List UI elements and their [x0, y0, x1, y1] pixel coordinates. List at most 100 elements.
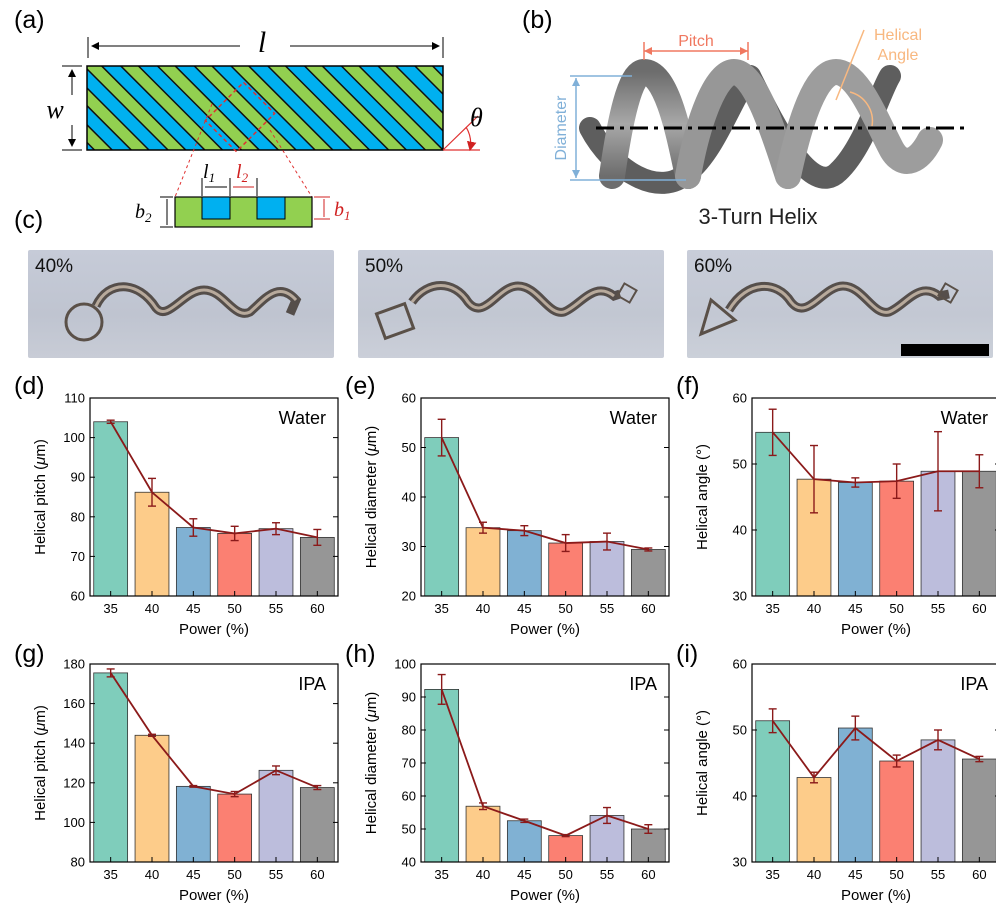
bar-i-55: [920, 739, 956, 863]
error-bar-h-60: [644, 824, 653, 834]
ytick-label: 140: [63, 736, 85, 751]
bar-g-55: [258, 769, 294, 863]
error-bar-d-50: [230, 525, 239, 542]
angle-symbol: θ: [470, 103, 483, 132]
plot-frame-f: [751, 397, 996, 597]
bar-g-60: [299, 787, 335, 863]
panel-label-e: (e): [345, 372, 376, 400]
chart-i: 30 40 50 60 35 40 45 50 55 60 Power (%) Helical ang…: [692, 656, 996, 904]
chart-g: 80 100 120 140 160 180 35 40 45 50 55 60 Power (%) He…: [30, 656, 350, 904]
error-bar-h-45: [520, 818, 529, 824]
chart-d: 60 70 80 90 100 110 35 40 45 50 55 60 Power (%) Helic…: [30, 390, 350, 640]
x-axis-label: Power (%): [179, 887, 249, 903]
error-bar-e-55: [603, 532, 611, 551]
photo-40-label: 40%: [35, 256, 74, 277]
bar-h-45: [506, 820, 542, 863]
chart-f-svg: 30 40 50 60 35 40 45 50 55 60 Power (%) Helical ang…: [694, 391, 996, 638]
ytick-label: 60: [402, 391, 416, 406]
ytick-label: 160: [63, 696, 85, 711]
y-axis-label: Helical angle (°): [694, 710, 711, 816]
b2-label: b2: [135, 201, 152, 225]
panel-label-i: (i): [676, 640, 699, 668]
xtick-label: 45: [517, 867, 531, 882]
ytick-label: 50: [402, 440, 416, 455]
ytick-label: 50: [733, 457, 747, 472]
plot-frame-g: [89, 663, 339, 863]
xtick-label: 40: [145, 867, 159, 882]
bar-f-60: [961, 470, 996, 597]
ytick-label: 50: [402, 822, 416, 837]
error-bar-g-50: [230, 790, 239, 798]
ytick-label: 120: [63, 775, 85, 790]
ytick-label: 180: [63, 657, 85, 672]
ytick-label: 30: [733, 855, 747, 870]
xtick-label: 35: [434, 867, 448, 882]
xtick-label: 45: [186, 601, 200, 616]
xtick-label: 60: [310, 867, 324, 882]
xtick-label: 60: [310, 601, 324, 616]
trend-line-i: [771, 720, 980, 779]
panel-label-g: (g): [14, 640, 45, 668]
error-bar-f-50: [892, 463, 901, 500]
error-bar-f-35: [768, 408, 777, 457]
error-bar-h-35: [437, 673, 446, 705]
chart-d-svg: 60 70 80 90 100 110 35 40 45 50 55 60 Power (%) Helic…: [32, 391, 339, 638]
ytick-label: 60: [733, 657, 747, 672]
ytick-label: 30: [402, 539, 416, 554]
trend-line-h: [440, 689, 649, 837]
bar-d-40: [134, 491, 170, 597]
error-bar-f-60: [975, 454, 984, 489]
xtick-label: 50: [558, 601, 572, 616]
xtick-label: 35: [765, 867, 779, 882]
xtick-label: 60: [972, 867, 986, 882]
diameter-label: Diameter: [553, 95, 570, 161]
xtick-label: 55: [600, 867, 614, 882]
error-bar-e-35: [437, 418, 446, 457]
helix-caption: 3-Turn Helix: [699, 204, 818, 229]
error-bar-i-35: [768, 708, 777, 734]
xtick-label: 40: [807, 867, 821, 882]
ytick-label: 80: [71, 509, 85, 524]
ytick-label: 40: [733, 523, 747, 538]
xtick-label: 50: [227, 601, 241, 616]
error-bar-i-45: [851, 715, 860, 741]
bar-d-50: [217, 533, 253, 597]
xtick-label: 55: [269, 867, 283, 882]
error-bar-g-45: [189, 784, 198, 788]
plot-frame-d: [89, 397, 339, 597]
cross-section: [174, 196, 313, 228]
bar-e-40: [465, 527, 501, 597]
l1-label: l1: [203, 161, 215, 185]
xtick-label: 45: [517, 601, 531, 616]
bar-i-35: [755, 720, 791, 863]
ytick-label: 90: [71, 470, 85, 485]
error-bar-i-60: [975, 755, 984, 763]
chart-h-svg: 40 50 60 70 80 90 100 35 40 45 50 55 60 Power (%) Heli…: [363, 657, 670, 904]
chart-e: 20 30 40 50 60 35 40 45 50 55 60 Power (%) Helical d…: [361, 390, 681, 640]
xtick-label: 55: [269, 601, 283, 616]
plot-frame-i: [751, 663, 996, 863]
xtick-label: 60: [641, 601, 655, 616]
bar-f-45: [837, 482, 873, 597]
chart-annotation: IPA: [629, 674, 657, 694]
bar-f-55: [920, 470, 956, 597]
xtick-label: 60: [641, 867, 655, 882]
error-bar-e-50: [561, 533, 570, 553]
x-axis-label: Power (%): [510, 887, 580, 903]
chart-annotation: Water: [610, 408, 657, 428]
y-axis-label: Helical angle (°): [694, 444, 711, 550]
helical-angle-label: Helical: [874, 27, 922, 44]
bar-i-40: [796, 777, 832, 863]
bar-h-60: [630, 828, 666, 863]
pitch-label: Pitch: [678, 33, 714, 50]
panel-label-d: (d): [14, 372, 45, 400]
error-bar-g-55: [272, 765, 280, 776]
ytick-label: 60: [71, 589, 85, 604]
xtick-label: 50: [558, 867, 572, 882]
bar-d-55: [258, 528, 294, 597]
x-axis-label: Power (%): [841, 887, 911, 903]
ytick-label: 80: [71, 855, 85, 870]
xtick-label: 45: [186, 867, 200, 882]
error-bar-h-40: [479, 802, 487, 811]
chart-annotation: IPA: [960, 674, 988, 694]
